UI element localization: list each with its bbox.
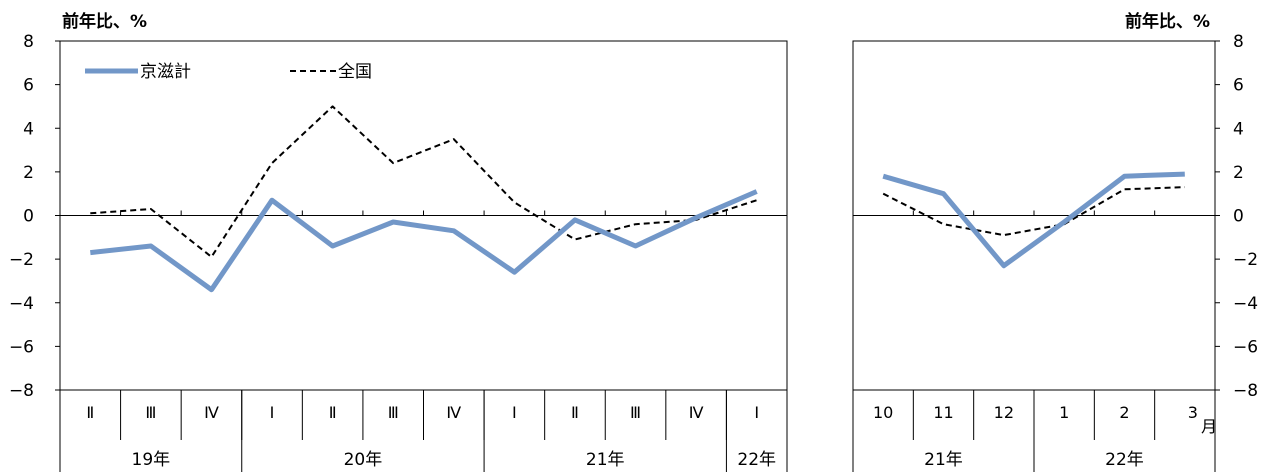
p1-year-label: 21年 [586,450,625,470]
p1-y-tick-label: 2 [23,163,34,183]
p2-year-label: 21年 [924,450,963,470]
p1-year-label: 20年 [344,450,383,470]
p2-y-tick-label: −2 [1233,250,1258,270]
legend-label-national: 全国 [338,62,372,82]
p2-category-label: 1 [1059,403,1069,422]
p1-y-tick-label: 4 [23,119,34,139]
p1-category-label: Ⅱ [571,403,579,422]
p2-category-label: 11 [933,403,953,422]
p2-month-suffix-label: 月 [1201,417,1217,436]
p1-year-label: 19年 [132,450,171,470]
p1-unit-label: 前年比、% [62,11,147,32]
p1-series-line-national [90,105,758,258]
p1-y-tick-label: −2 [9,250,34,270]
p2-y-tick-label: −6 [1233,337,1258,357]
p2-category-label: 10 [873,403,893,422]
p1-series-line-kyoto-shiga [90,189,758,293]
p1-y-tick-label: 0 [23,207,34,227]
p1-y-tick-label: 8 [23,32,34,52]
p2-category-label: 12 [994,403,1014,422]
p2-y-tick-label: 4 [1233,119,1244,139]
p2-y-tick-label: −8 [1233,381,1258,401]
p1-category-label: Ⅳ [204,403,219,422]
p1-category-label: Ⅰ [270,403,275,422]
p1-year-label: 22年 [737,450,776,470]
p2-y-tick-label: 0 [1233,207,1244,227]
p2-series-line-kyoto-shiga [882,171,1185,269]
p1-category-label: Ⅰ [512,403,517,422]
p1-category-label: Ⅰ [754,403,759,422]
p1-category-label: Ⅳ [446,403,461,422]
p1-category-label: Ⅳ [689,403,704,422]
p2-category-label: 2 [1119,403,1129,422]
p1-y-tick-label: −6 [9,337,34,357]
p2-unit-label: 前年比、% [1125,11,1210,32]
p1-category-label: Ⅱ [86,403,94,422]
legend-label-kyoto-shiga: 京滋計 [140,62,191,82]
p1-y-tick-label: −4 [9,294,34,314]
p1-y-tick-label: −8 [9,381,34,401]
p2-y-tick-label: 8 [1233,32,1244,52]
p2-y-tick-label: 6 [1233,76,1244,96]
p1-y-tick-label: 6 [23,76,34,96]
p2-year-label: 22年 [1105,450,1144,470]
p1-category-label: Ⅲ [630,403,641,422]
p1-category-label: Ⅲ [145,403,156,422]
p2-y-tick-label: 2 [1233,163,1244,183]
p2-category-label: 3 [1188,403,1198,422]
p1-category-label: Ⅲ [388,403,399,422]
p2-y-tick-label: −4 [1233,294,1258,314]
p1-category-label: Ⅱ [329,403,337,422]
